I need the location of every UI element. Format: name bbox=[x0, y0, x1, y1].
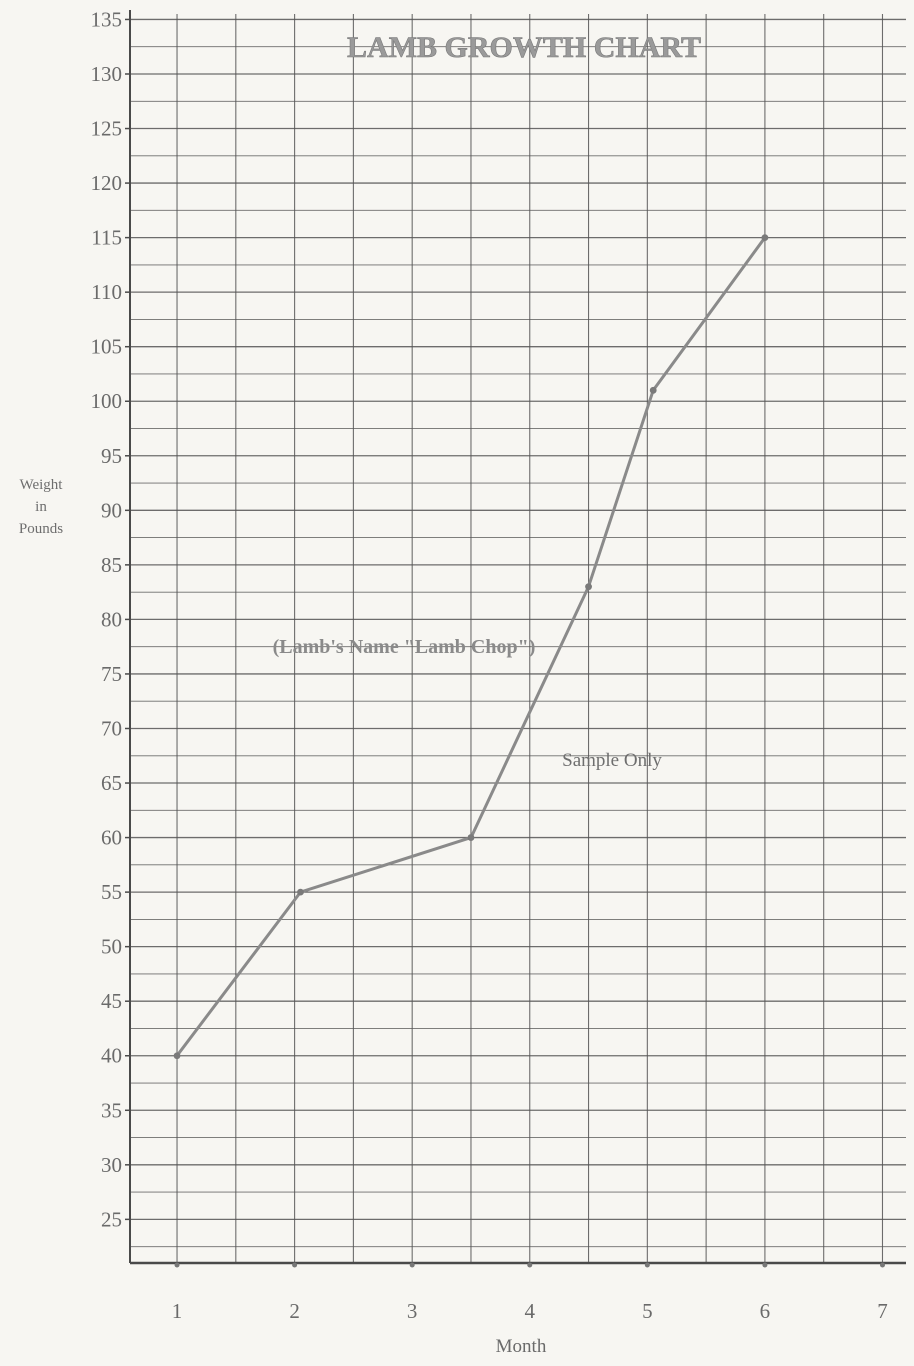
annotation-sample-only: Sample Only bbox=[562, 750, 662, 771]
x-tick-label: 7 bbox=[877, 1299, 888, 1323]
y-tick-label: 115 bbox=[91, 226, 122, 250]
y-tick-label: 55 bbox=[101, 880, 122, 904]
data-point bbox=[467, 834, 475, 841]
y-tick-label: 130 bbox=[91, 62, 123, 86]
y-tick-label: 60 bbox=[101, 826, 122, 850]
x-tick-mark bbox=[879, 1262, 885, 1268]
y-tick-label: 90 bbox=[101, 498, 122, 522]
y-tick-label: 65 bbox=[101, 771, 122, 795]
x-axis-label: Month bbox=[496, 1336, 547, 1357]
y-tick-label: 85 bbox=[101, 553, 122, 577]
x-tick-mark bbox=[527, 1262, 533, 1268]
y-axis-label-line: Weight bbox=[19, 477, 63, 493]
tick-labels: 2530354045505560657075808590951001051101… bbox=[91, 7, 888, 1323]
y-tick-label: 120 bbox=[91, 171, 123, 195]
y-tick-label: 125 bbox=[91, 117, 123, 141]
y-tick-label: 110 bbox=[91, 280, 122, 304]
y-tick-label: 100 bbox=[91, 389, 123, 413]
data-point bbox=[297, 888, 304, 896]
data-point bbox=[649, 386, 657, 394]
chart-title: LAMB GROWTH CHART bbox=[347, 31, 701, 64]
series bbox=[173, 234, 769, 1060]
x-tick-label: 3 bbox=[407, 1299, 418, 1323]
y-tick-label: 70 bbox=[101, 716, 122, 740]
y-tick-label: 75 bbox=[101, 662, 122, 686]
y-tick-label: 45 bbox=[101, 989, 122, 1013]
y-tick-label: 80 bbox=[101, 607, 122, 631]
series-line bbox=[175, 236, 767, 1058]
y-tick-label: 30 bbox=[101, 1153, 122, 1177]
x-tick-label: 1 bbox=[172, 1299, 183, 1323]
y-tick-label: 35 bbox=[101, 1098, 122, 1122]
y-axis-label-line: in bbox=[35, 499, 47, 515]
x-tick-label: 6 bbox=[760, 1299, 771, 1323]
x-tick-mark bbox=[409, 1262, 415, 1268]
y-tick-label: 25 bbox=[101, 1207, 122, 1231]
y-tick-label: 50 bbox=[101, 935, 122, 959]
x-tick-mark bbox=[644, 1262, 650, 1268]
x-tick-label: 4 bbox=[525, 1299, 536, 1323]
axes bbox=[129, 10, 906, 1265]
y-tick-label: 135 bbox=[91, 7, 123, 31]
x-tick-mark bbox=[174, 1262, 180, 1268]
annotation-lamb-name: (Lamb's Name "Lamb Chop") bbox=[273, 636, 536, 658]
data-point bbox=[173, 1052, 181, 1060]
y-axis-label-line: Pounds bbox=[18, 521, 64, 537]
y-axis-label: Weight in Pounds bbox=[2, 474, 80, 540]
y-tick-label: 95 bbox=[101, 444, 122, 468]
x-tick-label: 2 bbox=[289, 1299, 300, 1323]
data-point bbox=[585, 583, 592, 591]
data-point bbox=[761, 234, 769, 242]
y-tick-label: 40 bbox=[101, 1044, 122, 1068]
x-tick-label: 5 bbox=[642, 1299, 653, 1323]
x-tick-mark bbox=[762, 1262, 768, 1268]
x-tick-mark bbox=[292, 1262, 298, 1268]
y-tick-label: 105 bbox=[91, 335, 123, 359]
